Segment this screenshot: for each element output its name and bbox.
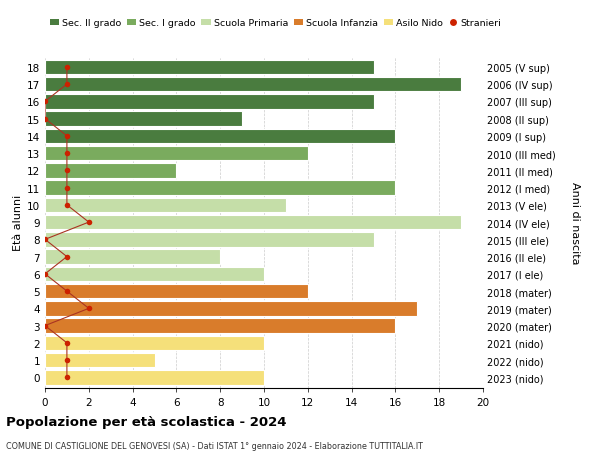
Bar xyxy=(45,370,264,385)
Point xyxy=(62,374,72,381)
Point xyxy=(62,185,72,192)
Point xyxy=(62,168,72,175)
Bar xyxy=(45,215,461,230)
Point xyxy=(40,322,50,330)
Point xyxy=(84,219,94,226)
Bar xyxy=(45,267,264,281)
Point xyxy=(40,99,50,106)
Point xyxy=(62,133,72,140)
Bar xyxy=(45,284,308,299)
Point xyxy=(84,305,94,312)
Point xyxy=(40,116,50,123)
Point xyxy=(62,340,72,347)
Text: Popolazione per età scolastica - 2024: Popolazione per età scolastica - 2024 xyxy=(6,415,287,428)
Bar xyxy=(45,78,461,92)
Bar xyxy=(45,146,308,161)
Bar xyxy=(45,336,264,350)
Bar xyxy=(45,112,242,127)
Y-axis label: Anni di nascita: Anni di nascita xyxy=(570,181,580,264)
Bar xyxy=(45,181,395,196)
Point xyxy=(62,81,72,89)
Point xyxy=(62,253,72,261)
Bar xyxy=(45,302,418,316)
Bar xyxy=(45,95,374,109)
Bar xyxy=(45,233,374,247)
Point xyxy=(62,288,72,295)
Point xyxy=(62,202,72,209)
Bar xyxy=(45,198,286,213)
Y-axis label: Età alunni: Età alunni xyxy=(13,195,23,251)
Bar xyxy=(45,164,176,178)
Bar xyxy=(45,353,155,368)
Text: COMUNE DI CASTIGLIONE DEL GENOVESI (SA) - Dati ISTAT 1° gennaio 2024 - Elaborazi: COMUNE DI CASTIGLIONE DEL GENOVESI (SA) … xyxy=(6,441,423,450)
Legend: Sec. II grado, Sec. I grado, Scuola Primaria, Scuola Infanzia, Asilo Nido, Stran: Sec. II grado, Sec. I grado, Scuola Prim… xyxy=(50,19,502,28)
Bar xyxy=(45,61,374,75)
Point xyxy=(62,357,72,364)
Bar xyxy=(45,250,220,264)
Point xyxy=(62,150,72,157)
Bar xyxy=(45,319,395,333)
Point xyxy=(62,64,72,71)
Bar xyxy=(45,129,395,144)
Point xyxy=(40,236,50,243)
Point xyxy=(40,270,50,278)
